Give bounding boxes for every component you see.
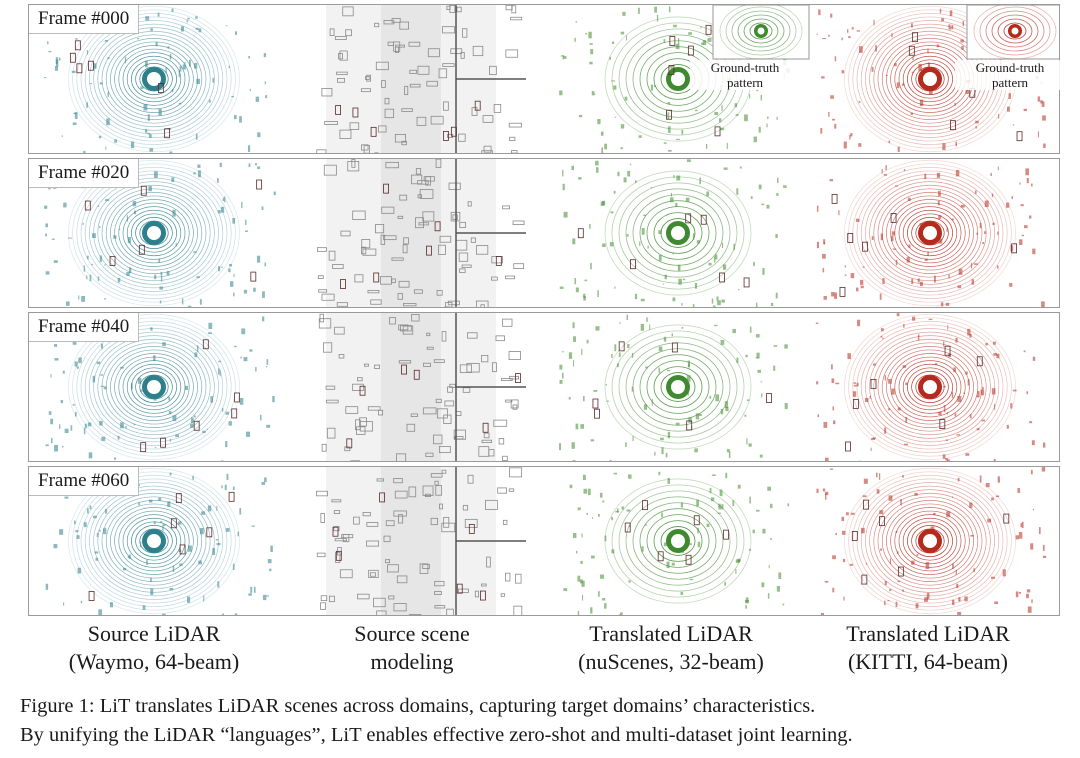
- kitti-ground-truth-label: Ground-truth pattern: [955, 60, 1065, 90]
- lidar-panel-2: [563, 471, 790, 615]
- lidar-panel-1: [317, 159, 526, 307]
- lidar-panels: [45, 467, 1047, 615]
- column-caption-kitti: Translated LiDAR (KITTI, 64-beam): [846, 621, 1010, 674]
- nuscenes-ground-truth-inset: [712, 5, 810, 60]
- frame-row-000: Frame #000: [28, 4, 1060, 154]
- frame-label: Frame #020: [29, 159, 140, 188]
- frame-label: Frame #060: [29, 467, 140, 496]
- frame-label: Frame #040: [29, 313, 140, 342]
- figure-caption: Figure 1: LiT translates LiDAR scenes ac…: [20, 695, 853, 746]
- lidar-panel-1: [318, 313, 526, 461]
- lidar-panels: [45, 313, 1046, 461]
- lidar-panel-3: [816, 159, 1045, 307]
- lidar-panel-2: [559, 159, 787, 307]
- frame-row-040: Frame #040: [28, 312, 1060, 462]
- lidar-panel-0: [44, 159, 276, 307]
- nuscenes-ground-truth-label: Ground-truth pattern: [690, 60, 800, 90]
- lidar-panel-1: [316, 5, 526, 153]
- lidar-panel-0: [44, 5, 268, 153]
- lidar-panel-1: [316, 467, 526, 615]
- lidar-panel-3: [816, 467, 1047, 615]
- column-caption-source-lidar: Source LiDAR (Waymo, 64-beam): [68, 621, 240, 674]
- lidar-panel-0: [45, 313, 275, 461]
- frame-row-020: Frame #020: [28, 158, 1060, 308]
- lidar-panel-2: [559, 314, 788, 461]
- lidar-panel-3: [815, 313, 1046, 461]
- lidar-panel-0: [45, 467, 273, 615]
- frame-label: Frame #000: [29, 5, 140, 34]
- column-caption-nuscenes: Translated LiDAR (nuScenes, 32-beam): [578, 621, 764, 674]
- lidar-panel-2: [559, 6, 790, 153]
- column-caption-source-scene: Source scene modeling: [354, 621, 470, 674]
- lidar-panels: [44, 5, 1059, 153]
- lidar-panels: [44, 159, 1045, 307]
- kitti-ground-truth-inset: [966, 5, 1059, 60]
- frame-row-060: Frame #060: [28, 466, 1060, 616]
